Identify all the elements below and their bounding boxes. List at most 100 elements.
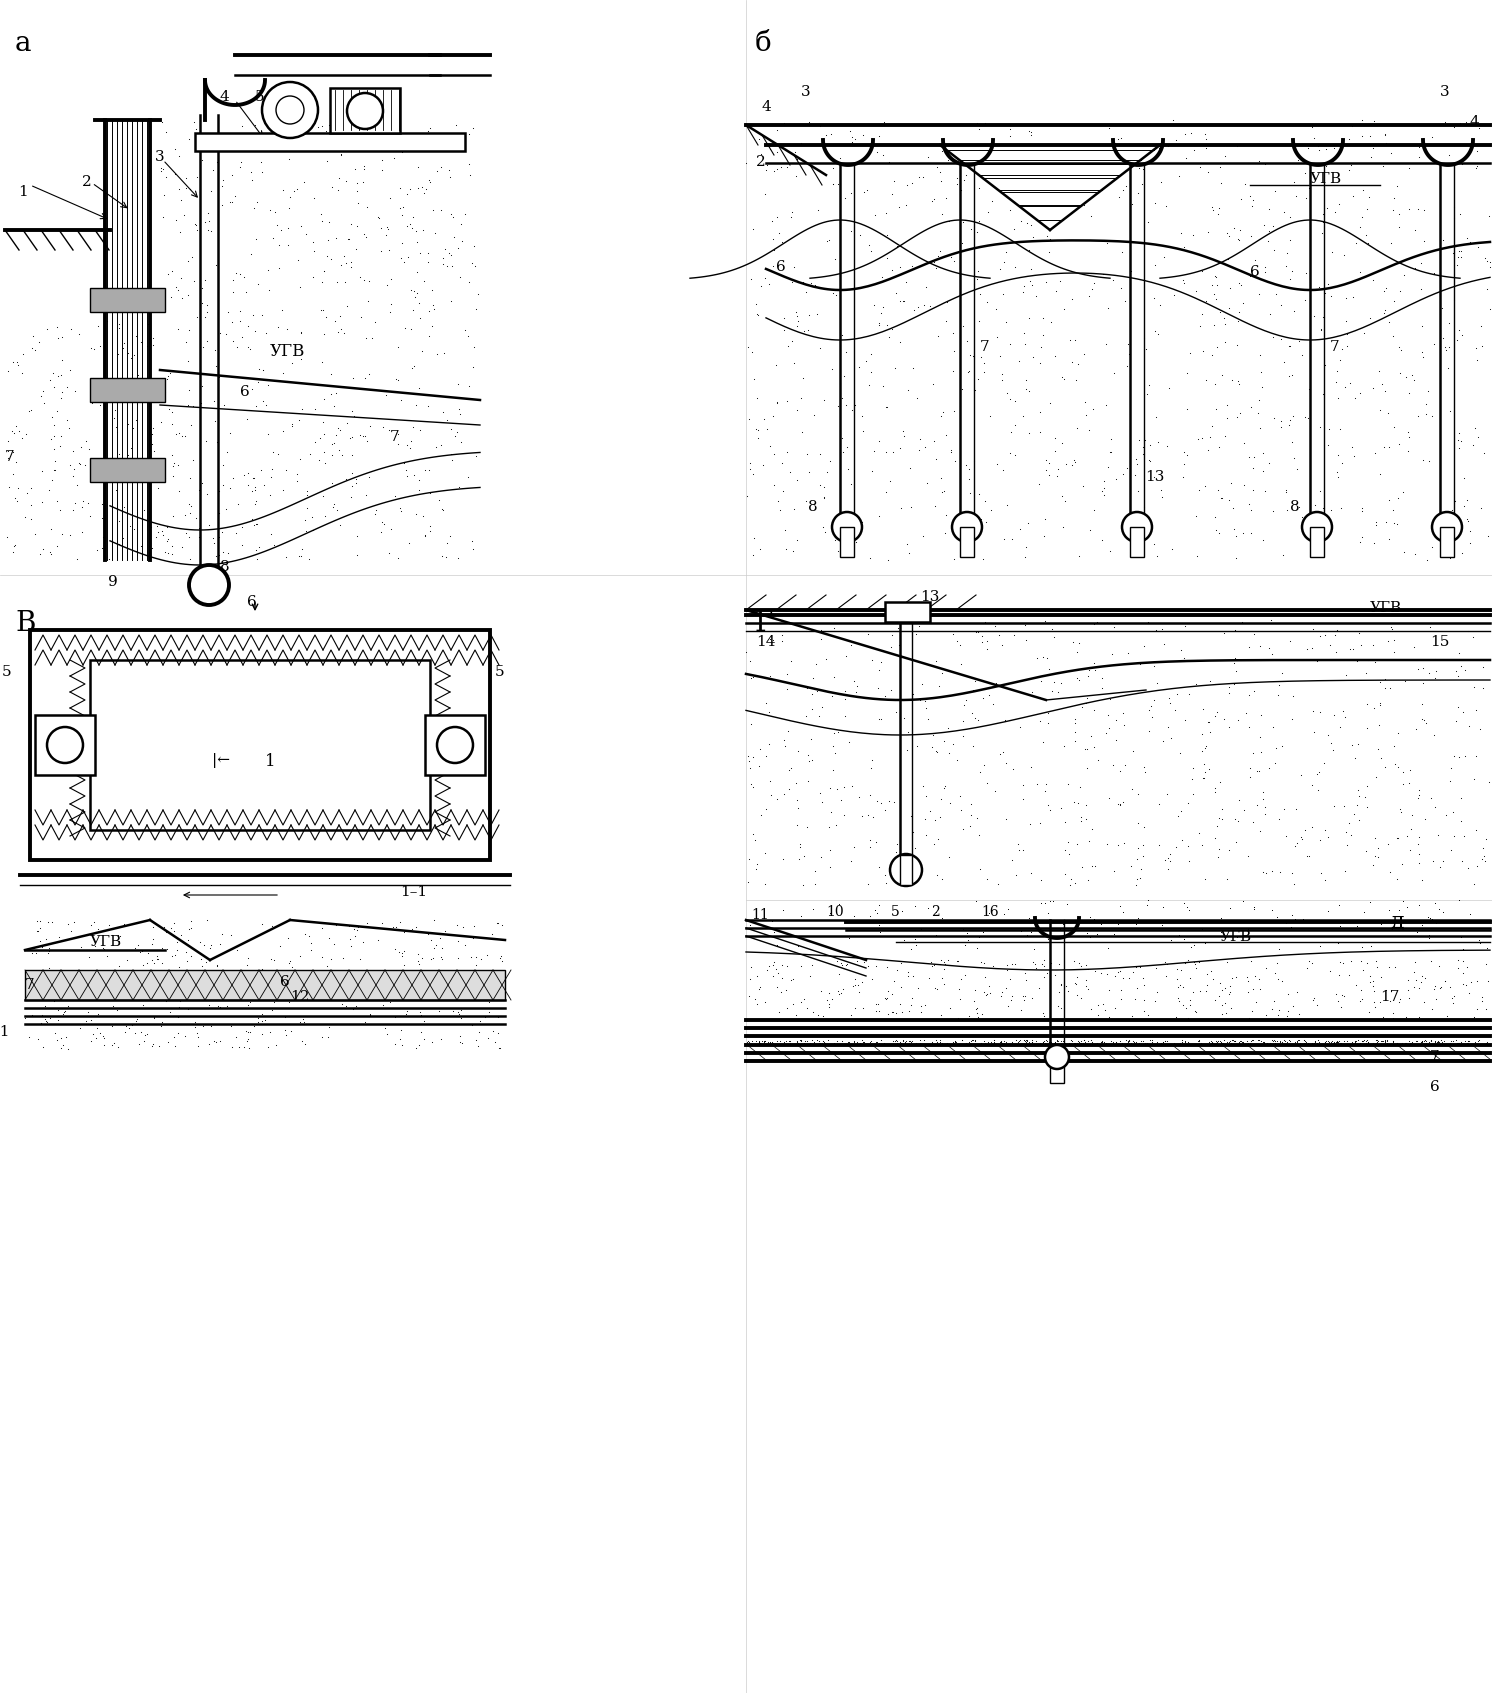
Point (1085, 139, 1109, 166)
Point (1253, 1002, 1277, 1029)
Point (486, 909, 510, 936)
Point (471, 963, 495, 990)
Point (170, 423, 194, 450)
Point (1253, 801, 1277, 828)
Point (1370, 1028, 1394, 1055)
Point (841, 833, 865, 860)
Point (935, 946, 959, 973)
Point (749, 273, 773, 300)
Point (962, 447, 986, 474)
Point (279, 1017, 303, 1045)
Point (430, 1026, 454, 1053)
Point (439, 288, 463, 315)
Point (961, 699, 985, 726)
Point (149, 987, 173, 1014)
Bar (90, 378, 166, 401)
Point (121, 415, 145, 442)
Point (1431, 848, 1455, 875)
Point (1138, 692, 1162, 720)
Point (765, 203, 789, 230)
Point (847, 222, 871, 249)
Point (1373, 122, 1397, 149)
Point (400, 962, 424, 989)
Point (886, 615, 910, 642)
Point (992, 1028, 1016, 1055)
Point (1261, 323, 1285, 350)
Point (891, 288, 915, 315)
Text: 11: 11 (750, 907, 768, 923)
Point (386, 334, 410, 361)
Point (140, 535, 164, 562)
Point (1185, 503, 1209, 530)
Point (901, 819, 925, 846)
Point (383, 935, 407, 962)
Point (1249, 975, 1273, 1002)
Point (755, 151, 779, 178)
Point (1107, 183, 1131, 210)
Point (1350, 1028, 1374, 1055)
Point (360, 325, 383, 352)
Point (947, 195, 971, 222)
Point (931, 948, 955, 975)
Point (409, 416, 433, 444)
Point (345, 469, 369, 496)
Point (1194, 472, 1217, 499)
Point (782, 537, 806, 564)
Point (1098, 714, 1122, 742)
Point (880, 621, 904, 648)
Point (1076, 135, 1100, 163)
Point (310, 349, 334, 376)
Point (1241, 454, 1265, 481)
Point (1386, 1006, 1410, 1033)
Point (964, 977, 988, 1004)
Point (351, 168, 374, 195)
Point (134, 444, 158, 471)
Point (186, 476, 210, 503)
Point (755, 957, 779, 984)
Point (1261, 212, 1285, 239)
Point (1047, 1031, 1071, 1058)
Point (1441, 113, 1465, 141)
Point (204, 352, 228, 379)
Point (1128, 130, 1152, 157)
Point (1328, 416, 1352, 444)
Point (1449, 200, 1473, 227)
Point (1325, 146, 1349, 173)
Point (941, 318, 965, 345)
Point (904, 733, 928, 760)
Point (991, 738, 1015, 765)
Point (968, 855, 992, 882)
Point (973, 1029, 997, 1056)
Point (1197, 709, 1220, 736)
Point (1388, 985, 1411, 1012)
Point (1404, 254, 1428, 281)
Point (1198, 423, 1222, 450)
Point (1319, 498, 1343, 525)
Point (1434, 108, 1458, 135)
Point (749, 535, 773, 562)
Point (998, 440, 1022, 467)
Point (941, 247, 965, 274)
Point (119, 361, 143, 388)
Point (1080, 1028, 1104, 1055)
Point (953, 1031, 977, 1058)
Point (1379, 613, 1402, 640)
Point (215, 994, 239, 1021)
Point (76, 999, 100, 1026)
Point (22, 337, 46, 364)
Point (1297, 376, 1320, 403)
Point (179, 493, 203, 520)
Point (930, 965, 953, 992)
Point (337, 982, 361, 1009)
Text: 10: 10 (827, 906, 843, 919)
Point (1253, 252, 1277, 279)
Point (1280, 902, 1304, 929)
Point (1220, 367, 1244, 394)
Point (116, 374, 140, 401)
Point (54, 1024, 78, 1051)
Point (1392, 770, 1416, 797)
Point (191, 334, 215, 361)
Point (1376, 628, 1399, 655)
Point (931, 1029, 955, 1056)
Point (1343, 1029, 1367, 1056)
